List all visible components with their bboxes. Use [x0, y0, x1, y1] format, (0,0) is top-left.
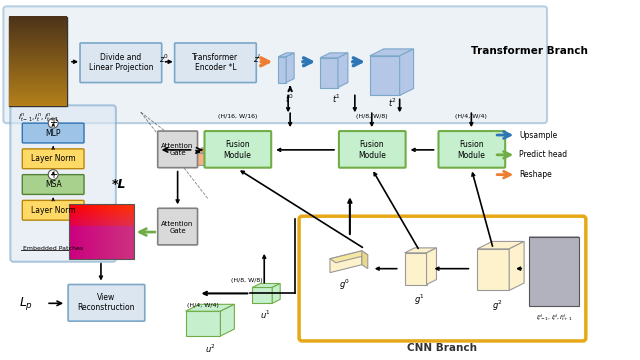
Text: $t^2$: $t^2$ — [388, 96, 397, 109]
Polygon shape — [252, 284, 280, 288]
Text: *L: *L — [111, 178, 126, 191]
Text: Transformer
Encoder *L: Transformer Encoder *L — [193, 53, 239, 72]
Polygon shape — [426, 248, 436, 284]
FancyBboxPatch shape — [339, 131, 406, 168]
Polygon shape — [399, 49, 413, 95]
FancyBboxPatch shape — [22, 123, 84, 143]
Polygon shape — [186, 311, 220, 336]
Text: (H/8, W/8): (H/8, W/8) — [356, 114, 388, 119]
FancyBboxPatch shape — [438, 131, 505, 168]
Bar — [529, 237, 579, 306]
FancyBboxPatch shape — [175, 43, 256, 82]
Text: CNN Branch: CNN Branch — [408, 343, 477, 353]
Text: (H/4, W/4): (H/4, W/4) — [187, 303, 218, 308]
FancyBboxPatch shape — [10, 105, 116, 262]
Text: $u^2$: $u^2$ — [205, 343, 216, 355]
Text: Fusion
Module: Fusion Module — [358, 140, 386, 159]
Text: View
Reconstruction: View Reconstruction — [77, 293, 134, 312]
Polygon shape — [370, 49, 413, 56]
Polygon shape — [330, 251, 368, 263]
Text: Transformer Branch: Transformer Branch — [470, 46, 588, 56]
Text: (H/16, W/16): (H/16, W/16) — [218, 114, 257, 119]
Bar — [69, 204, 134, 259]
Text: $I_{t-1}^d, I_t^d, I_{t+1}^d$: $I_{t-1}^d, I_t^d, I_{t+1}^d$ — [536, 312, 572, 323]
Text: Attention
Gate: Attention Gate — [161, 221, 194, 234]
Text: $z^L$: $z^L$ — [253, 53, 263, 65]
Text: +: + — [49, 170, 57, 180]
FancyBboxPatch shape — [157, 131, 198, 168]
FancyBboxPatch shape — [22, 149, 84, 169]
Polygon shape — [404, 248, 436, 253]
Text: Fusion
Module: Fusion Module — [458, 140, 485, 159]
Polygon shape — [286, 53, 294, 82]
Text: (H/4, W/4): (H/4, W/4) — [456, 114, 487, 119]
Polygon shape — [362, 251, 368, 269]
Polygon shape — [370, 56, 399, 95]
Polygon shape — [186, 304, 234, 311]
Polygon shape — [330, 251, 362, 273]
Text: $I_{t-1}^n, I_t^n, I_{t+1}^n$: $I_{t-1}^n, I_t^n, I_{t+1}^n$ — [18, 111, 59, 123]
Text: +: + — [49, 118, 57, 128]
Text: Fusion
Module: Fusion Module — [223, 140, 252, 159]
Polygon shape — [477, 249, 509, 291]
Polygon shape — [196, 148, 221, 153]
Text: Embedded Patches: Embedded Patches — [23, 246, 83, 251]
Text: Reshape: Reshape — [519, 170, 552, 179]
Text: Attention
Gate: Attention Gate — [161, 143, 194, 156]
Text: $u^1$: $u^1$ — [260, 308, 271, 321]
Circle shape — [48, 118, 58, 128]
Polygon shape — [477, 242, 524, 249]
Polygon shape — [278, 57, 286, 82]
Circle shape — [48, 170, 58, 180]
Bar — [21, 250, 86, 251]
Polygon shape — [404, 253, 426, 284]
Polygon shape — [216, 148, 221, 165]
Text: $t^0$: $t^0$ — [285, 92, 295, 105]
Text: $g^0$: $g^0$ — [339, 278, 351, 292]
Polygon shape — [272, 284, 280, 303]
Polygon shape — [320, 53, 348, 58]
Text: (H/8, W/8): (H/8, W/8) — [230, 278, 262, 283]
Polygon shape — [196, 153, 216, 165]
FancyBboxPatch shape — [3, 6, 547, 123]
Text: $g^2$: $g^2$ — [492, 298, 502, 313]
FancyBboxPatch shape — [22, 201, 84, 220]
Polygon shape — [252, 288, 272, 303]
Text: $g^1$: $g^1$ — [414, 292, 425, 307]
FancyBboxPatch shape — [205, 131, 271, 168]
Text: $t^1$: $t^1$ — [332, 92, 342, 105]
Text: Layer Norm: Layer Norm — [31, 154, 76, 163]
FancyBboxPatch shape — [80, 43, 162, 82]
Polygon shape — [509, 242, 524, 291]
Bar — [10, 17, 67, 106]
Text: $L_p$: $L_p$ — [19, 295, 33, 312]
FancyBboxPatch shape — [157, 208, 198, 245]
Text: Predict head: Predict head — [519, 150, 567, 159]
Polygon shape — [220, 304, 234, 336]
Text: MLP: MLP — [45, 129, 61, 138]
Polygon shape — [320, 58, 338, 87]
FancyBboxPatch shape — [68, 284, 145, 321]
Polygon shape — [338, 53, 348, 87]
Text: $z^0$: $z^0$ — [159, 53, 169, 65]
FancyBboxPatch shape — [22, 175, 84, 194]
Text: Divide and
Linear Projection: Divide and Linear Projection — [88, 53, 153, 72]
Polygon shape — [278, 53, 294, 57]
Text: Upsample: Upsample — [519, 131, 557, 140]
Text: MSA: MSA — [45, 180, 61, 189]
Text: Layer Norm: Layer Norm — [31, 206, 76, 215]
